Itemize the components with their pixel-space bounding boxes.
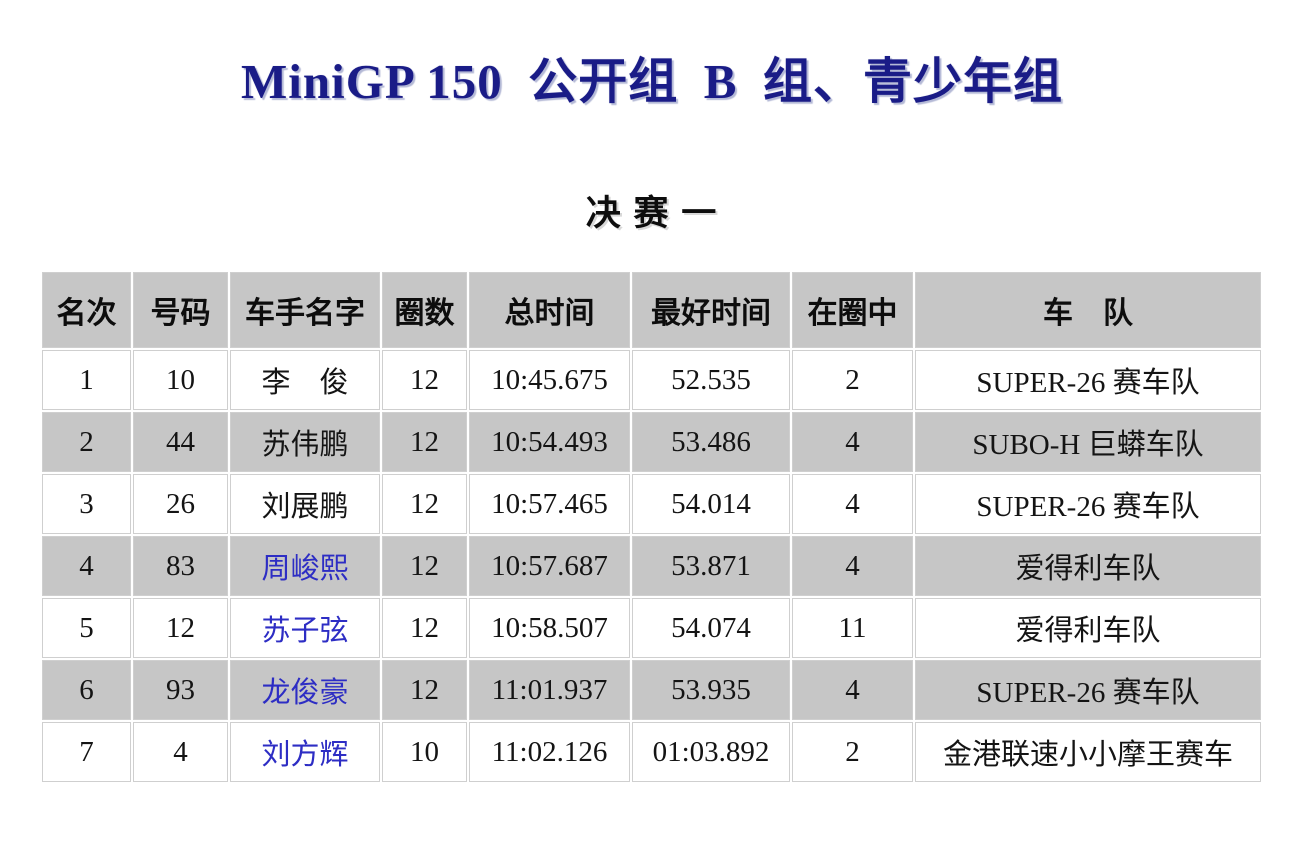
- cell-total_time: 11:01.937: [469, 660, 630, 720]
- column-header-on-lap: 在圈中: [792, 272, 913, 348]
- cell-best_time: 53.486: [632, 412, 790, 472]
- table-row: 3 26 刘展鹏 12 10:57.465 54.014 4 SUPER-26 赛车队: [42, 474, 1261, 534]
- cell-name: 刘方辉: [230, 722, 380, 782]
- cell-best_time: 54.074: [632, 598, 790, 658]
- column-header-number: 号码: [133, 272, 228, 348]
- cell-number: 26: [133, 474, 228, 534]
- cell-laps: 12: [382, 536, 467, 596]
- cell-total_time: 10:54.493: [469, 412, 630, 472]
- cell-name: 李 俊: [230, 350, 380, 410]
- cell-number: 44: [133, 412, 228, 472]
- results-header: 名次 号码 车手名字 圈数 总时间 最好时间 在圈中 车 队: [42, 272, 1261, 348]
- column-header-rank: 名次: [42, 272, 131, 348]
- cell-total_time: 11:02.126: [469, 722, 630, 782]
- cell-laps: 12: [382, 412, 467, 472]
- cell-team: 金港联速小小摩王赛车: [915, 722, 1261, 782]
- cell-laps: 12: [382, 598, 467, 658]
- cell-team: SUPER-26 赛车队: [915, 350, 1261, 410]
- cell-number: 83: [133, 536, 228, 596]
- cell-on_lap: 4: [792, 536, 913, 596]
- table-row: 2 44 苏伟鹏 12 10:54.493 53.486 4 SUBO-H 巨蟒车队: [42, 412, 1261, 472]
- cell-rank: 5: [42, 598, 131, 658]
- cell-best_time: 54.014: [632, 474, 790, 534]
- cell-name: 苏伟鹏: [230, 412, 380, 472]
- table-row: 6 93 龙俊豪 12 11:01.937 53.935 4 SUPER-26 赛车队: [42, 660, 1261, 720]
- results-tbody: 1 10 李 俊 12 10:45.675 52.535 2 SUPER-26 赛车队 2 44 苏…: [42, 350, 1261, 782]
- cell-total_time: 10:57.465: [469, 474, 630, 534]
- column-header-total-time: 总时间: [469, 272, 630, 348]
- table-row: 5 12 苏子弦 12 10:58.507 54.074 11 爱得利车队: [42, 598, 1261, 658]
- cell-laps: 10: [382, 722, 467, 782]
- cell-best_time: 52.535: [632, 350, 790, 410]
- cell-name: 龙俊豪: [230, 660, 380, 720]
- cell-rank: 3: [42, 474, 131, 534]
- cell-total_time: 10:45.675: [469, 350, 630, 410]
- results-page: { "header": { "title": "MiniGP 150\u2002…: [0, 42, 1304, 845]
- cell-on_lap: 2: [792, 350, 913, 410]
- cell-team: 爱得利车队: [915, 598, 1261, 658]
- cell-rank: 7: [42, 722, 131, 782]
- cell-laps: 12: [382, 660, 467, 720]
- page-title: MiniGP 150 公开组 B 组、青少年组: [240, 54, 1063, 109]
- cell-number: 12: [133, 598, 228, 658]
- race-subtitle: 决 赛 一: [585, 194, 719, 233]
- cell-total_time: 10:58.507: [469, 598, 630, 658]
- table-row: 4 83 周峻熙 12 10:57.687 53.871 4 爱得利车队: [42, 536, 1261, 596]
- cell-on_lap: 4: [792, 660, 913, 720]
- table-row: 1 10 李 俊 12 10:45.675 52.535 2 SUPER-26 赛车队: [42, 350, 1261, 410]
- cell-rank: 1: [42, 350, 131, 410]
- cell-rank: 2: [42, 412, 131, 472]
- cell-best_time: 53.935: [632, 660, 790, 720]
- cell-team: SUBO-H 巨蟒车队: [915, 412, 1261, 472]
- cell-best_time: 53.871: [632, 536, 790, 596]
- header-row: 名次 号码 车手名字 圈数 总时间 最好时间 在圈中 车 队: [42, 272, 1261, 348]
- cell-laps: 12: [382, 350, 467, 410]
- cell-rank: 6: [42, 660, 131, 720]
- cell-best_time: 01:03.892: [632, 722, 790, 782]
- cell-number: 4: [133, 722, 228, 782]
- cell-rank: 4: [42, 536, 131, 596]
- column-header-name: 车手名字: [230, 272, 380, 348]
- cell-on_lap: 2: [792, 722, 913, 782]
- cell-team: 爱得利车队: [915, 536, 1261, 596]
- cell-number: 93: [133, 660, 228, 720]
- cell-on_lap: 4: [792, 474, 913, 534]
- cell-team: SUPER-26 赛车队: [915, 660, 1261, 720]
- table-row: 7 4 刘方辉 10 11:02.126 01:03.892 2 金港联速小小摩王赛车: [42, 722, 1261, 782]
- cell-name: 周峻熙: [230, 536, 380, 596]
- column-header-laps: 圈数: [382, 272, 467, 348]
- cell-name: 刘展鹏: [230, 474, 380, 534]
- column-header-best-time: 最好时间: [632, 272, 790, 348]
- cell-name: 苏子弦: [230, 598, 380, 658]
- results-table: 名次 号码 车手名字 圈数 总时间 最好时间 在圈中 车 队 1 10 李 俊 12 1…: [40, 270, 1263, 784]
- cell-number: 10: [133, 350, 228, 410]
- cell-team: SUPER-26 赛车队: [915, 474, 1261, 534]
- column-header-team: 车 队: [915, 272, 1261, 348]
- cell-on_lap: 11: [792, 598, 913, 658]
- cell-on_lap: 4: [792, 412, 913, 472]
- cell-laps: 12: [382, 474, 467, 534]
- cell-total_time: 10:57.687: [469, 536, 630, 596]
